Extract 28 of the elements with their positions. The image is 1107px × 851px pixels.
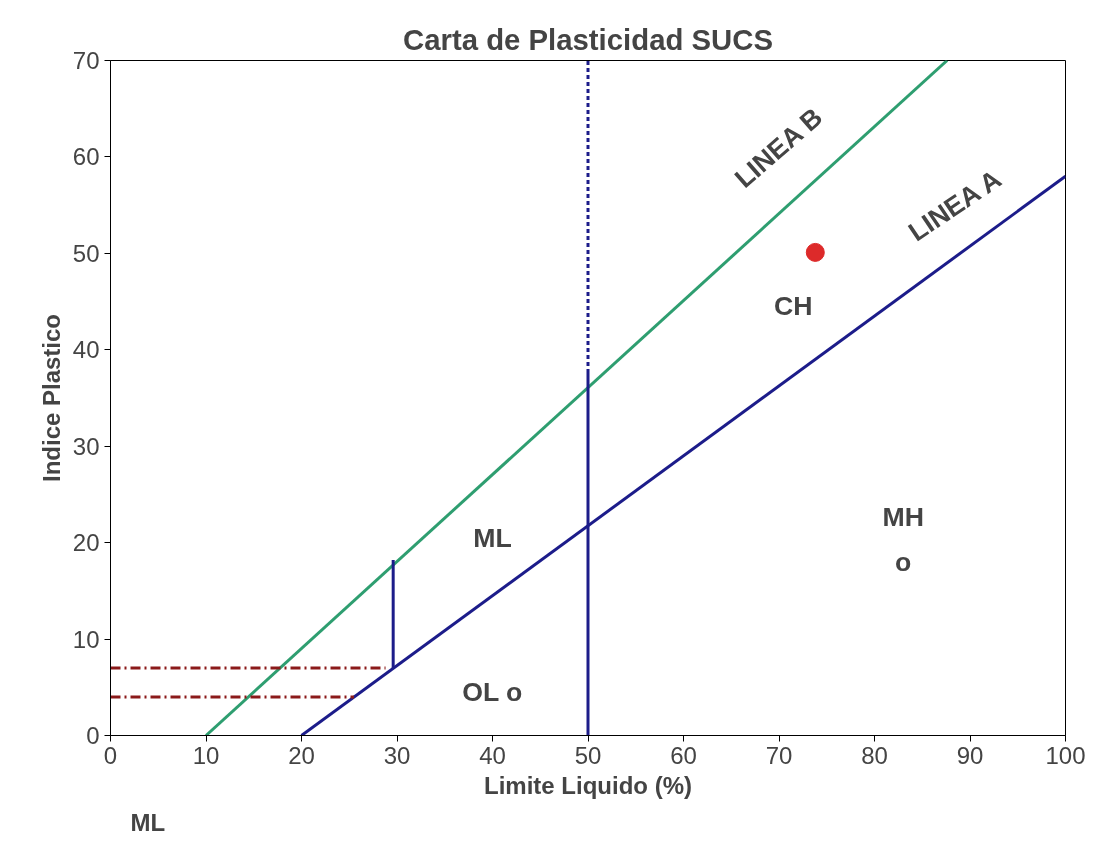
x-tick-label: 40 bbox=[479, 741, 506, 769]
x-tick-label: 30 bbox=[383, 741, 411, 769]
annotation: o bbox=[895, 547, 912, 578]
y-tick-label: 30 bbox=[72, 432, 100, 460]
y-axis-title: Indice Plastico bbox=[37, 313, 65, 483]
annotation: CH bbox=[774, 291, 813, 322]
annotation: MH bbox=[882, 502, 924, 533]
x-tick-label: 80 bbox=[861, 741, 888, 769]
x-tick-label: 100 bbox=[1045, 741, 1086, 769]
annotation: ML bbox=[473, 522, 512, 553]
y-tick-label: 20 bbox=[72, 529, 100, 557]
y-tick-label: 0 bbox=[86, 722, 100, 749]
y-tick-label: 40 bbox=[72, 336, 100, 364]
y-tick-label: 50 bbox=[72, 239, 100, 267]
x-tick-label: 50 bbox=[574, 741, 602, 769]
chart-title: Carta de Plasticidad SUCS bbox=[403, 22, 773, 56]
y-tick-label: 10 bbox=[72, 625, 100, 653]
y-tick-label: 60 bbox=[72, 143, 100, 171]
x-tick-label: 60 bbox=[670, 741, 697, 769]
x-axis-title: Limite Liquido (%) bbox=[484, 771, 692, 799]
x-tick-label: 20 bbox=[288, 741, 315, 769]
text: ML bbox=[130, 808, 166, 836]
y-tick-label: 70 bbox=[72, 47, 100, 74]
x-tick-label: 70 bbox=[765, 741, 793, 769]
x-tick-label: 90 bbox=[956, 741, 984, 769]
annotation: OL o bbox=[462, 677, 523, 708]
x-tick-label: 0 bbox=[103, 741, 118, 769]
x-tick-label: 10 bbox=[192, 741, 220, 769]
